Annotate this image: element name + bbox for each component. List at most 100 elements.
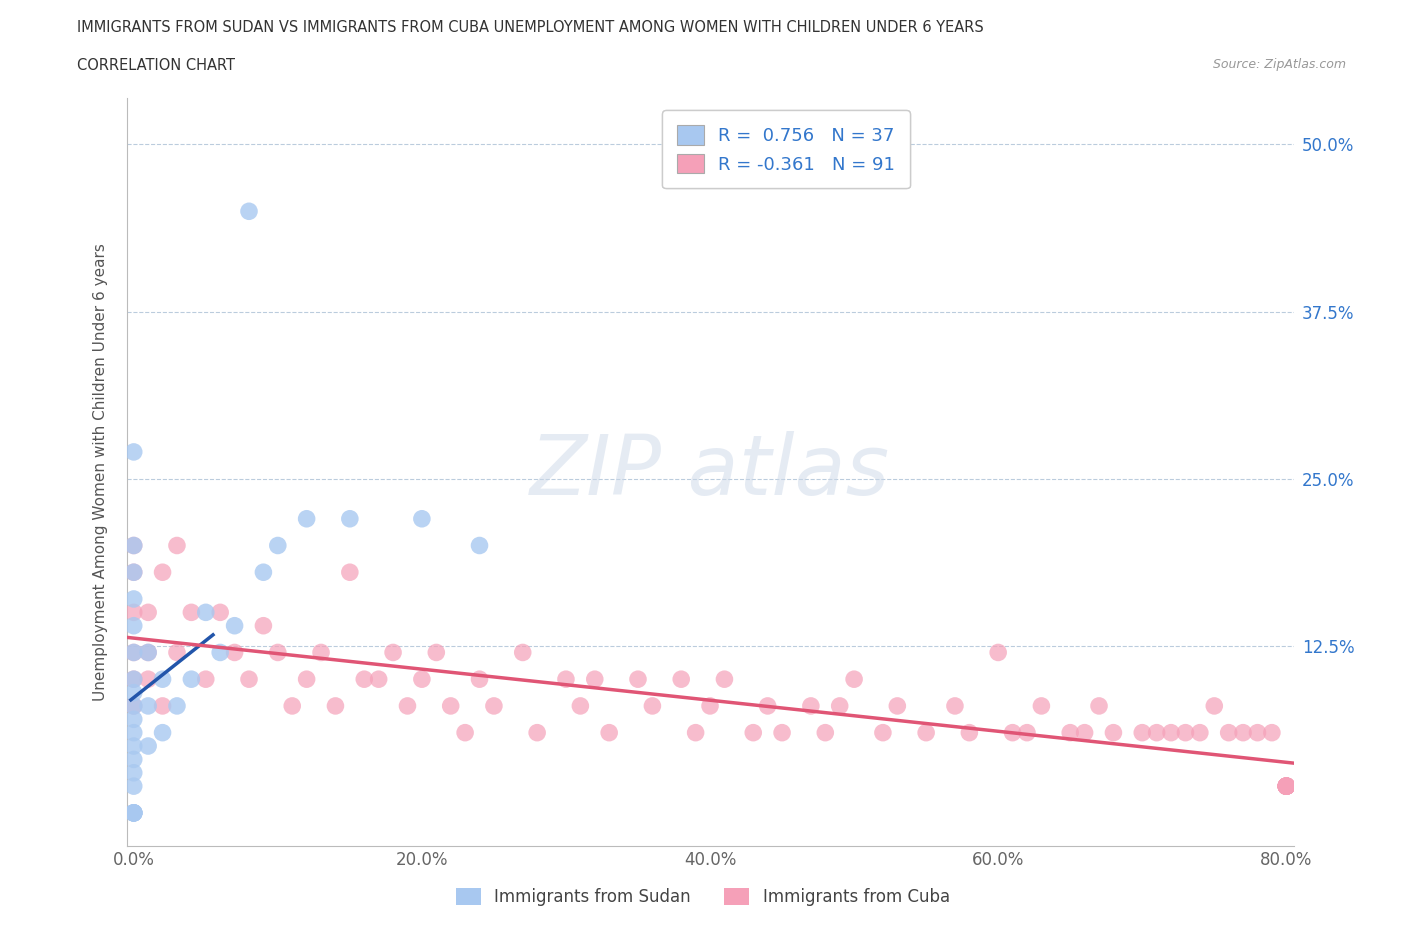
Point xyxy=(194,671,217,686)
Point xyxy=(122,645,145,660)
Text: Source: ZipAtlas.com: Source: ZipAtlas.com xyxy=(1212,58,1346,71)
Point xyxy=(339,512,361,526)
Point xyxy=(569,698,592,713)
Point xyxy=(454,725,477,740)
Point xyxy=(756,698,779,713)
Point xyxy=(987,645,1010,660)
Point xyxy=(122,685,145,700)
Point xyxy=(122,805,145,820)
Point xyxy=(598,725,620,740)
Point xyxy=(440,698,463,713)
Point xyxy=(1031,698,1053,713)
Point xyxy=(468,538,491,553)
Point xyxy=(122,604,145,619)
Point xyxy=(713,671,735,686)
Point xyxy=(411,512,433,526)
Point xyxy=(583,671,606,686)
Text: ZIP atlas: ZIP atlas xyxy=(530,432,890,512)
Point xyxy=(1160,725,1182,740)
Point xyxy=(180,604,202,619)
Point xyxy=(122,725,145,740)
Point xyxy=(122,805,145,820)
Point xyxy=(742,725,765,740)
Point xyxy=(1275,778,1298,793)
Point xyxy=(136,645,159,660)
Point xyxy=(122,645,145,660)
Y-axis label: Unemployment Among Women with Children Under 6 years: Unemployment Among Women with Children U… xyxy=(93,243,108,701)
Point xyxy=(512,645,534,660)
Point xyxy=(842,671,865,686)
Point xyxy=(136,645,159,660)
Point xyxy=(209,645,232,660)
Point xyxy=(136,738,159,753)
Text: IMMIGRANTS FROM SUDAN VS IMMIGRANTS FROM CUBA UNEMPLOYMENT AMONG WOMEN WITH CHIL: IMMIGRANTS FROM SUDAN VS IMMIGRANTS FROM… xyxy=(77,20,984,35)
Point xyxy=(122,738,145,753)
Point xyxy=(671,671,693,686)
Point xyxy=(136,698,159,713)
Point xyxy=(1001,725,1024,740)
Point xyxy=(209,604,232,619)
Point xyxy=(152,671,174,686)
Point xyxy=(685,725,707,740)
Point xyxy=(267,538,290,553)
Point xyxy=(152,698,174,713)
Point xyxy=(194,604,217,619)
Point xyxy=(1102,725,1125,740)
Point xyxy=(396,698,419,713)
Point xyxy=(122,565,145,579)
Point xyxy=(1275,778,1298,793)
Point xyxy=(295,512,318,526)
Point xyxy=(1246,725,1268,740)
Point xyxy=(122,618,145,633)
Point xyxy=(1275,778,1298,793)
Point xyxy=(482,698,505,713)
Point xyxy=(699,698,721,713)
Point xyxy=(122,752,145,767)
Point xyxy=(309,645,332,660)
Point xyxy=(122,591,145,606)
Point xyxy=(122,698,145,713)
Point xyxy=(957,725,980,740)
Point xyxy=(1174,725,1197,740)
Point xyxy=(1275,778,1298,793)
Point xyxy=(122,565,145,579)
Point xyxy=(136,671,159,686)
Point xyxy=(122,698,145,713)
Point xyxy=(252,565,274,579)
Point xyxy=(295,671,318,686)
Point xyxy=(122,445,145,459)
Point xyxy=(224,645,246,660)
Point xyxy=(224,618,246,633)
Point xyxy=(122,805,145,820)
Point xyxy=(166,698,188,713)
Point xyxy=(526,725,548,740)
Point xyxy=(800,698,823,713)
Point xyxy=(281,698,304,713)
Point xyxy=(1015,725,1038,740)
Point xyxy=(122,805,145,820)
Point xyxy=(1275,778,1298,793)
Point xyxy=(886,698,908,713)
Point xyxy=(1218,725,1240,740)
Point xyxy=(252,618,274,633)
Point xyxy=(425,645,447,660)
Point xyxy=(641,698,664,713)
Point xyxy=(1275,778,1298,793)
Point xyxy=(122,765,145,780)
Point xyxy=(1275,778,1298,793)
Point xyxy=(943,698,966,713)
Point xyxy=(180,671,202,686)
Legend: R =  0.756   N = 37, R = -0.361   N = 91: R = 0.756 N = 37, R = -0.361 N = 91 xyxy=(662,111,910,188)
Point xyxy=(122,538,145,553)
Point xyxy=(166,645,188,660)
Point xyxy=(1204,698,1226,713)
Point xyxy=(122,671,145,686)
Point xyxy=(915,725,938,740)
Point xyxy=(325,698,347,713)
Point xyxy=(555,671,578,686)
Point xyxy=(353,671,375,686)
Point xyxy=(1275,778,1298,793)
Point xyxy=(411,671,433,686)
Point xyxy=(382,645,405,660)
Point xyxy=(1275,778,1298,793)
